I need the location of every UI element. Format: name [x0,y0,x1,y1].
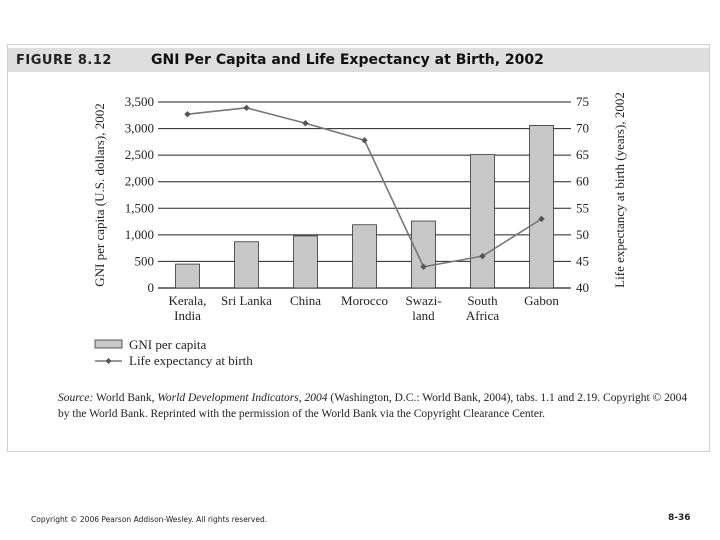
marker-life-expectancy [243,104,250,112]
source-text-1: World Bank, [93,392,158,404]
right-tick-label: 60 [576,174,589,189]
bar-gni [352,224,377,289]
page-number: 8-36 [668,513,691,523]
figure-header: FIGURE 8.12 GNI Per Capita and Life Expe… [8,48,709,72]
marker-life-expectancy [479,252,486,260]
right-tick-label: 70 [576,121,589,136]
left-tick-label: 1,500 [125,200,154,215]
bar-gni [175,263,200,289]
category-label: South [467,293,498,308]
bar-gni [529,124,554,289]
category-label: Swazi- [405,293,441,308]
right-tick-label: 55 [576,200,589,215]
bar-gni [234,241,259,289]
category-label: Sri Lanka [221,293,272,308]
right-tick-label: 45 [576,253,589,268]
bar-gni [293,235,318,289]
source-italic-title: World Development Indicators, 2004 [157,392,328,404]
figure-panel: FIGURE 8.12 GNI Per Capita and Life Expe… [7,44,710,452]
figure-title: GNI Per Capita and Life Expectancy at Bi… [151,52,544,68]
bar-layer [175,124,554,289]
left-tick-label: 2,000 [125,174,154,189]
axis-layer: 0 500 1,000 1,500 2,000 2,500 3,000 3,500 40 45 50… [92,92,627,323]
left-tick-label: 3,500 [125,94,154,109]
marker-life-expectancy [538,215,545,223]
left-axis-title: GNI per capita (U.S. dollars), 2002 [92,103,107,286]
legend-line-marker [105,358,112,364]
marker-life-expectancy [302,120,309,127]
left-tick-label: 500 [135,253,155,268]
legend-label-gni: GNI per capita [129,337,206,352]
chart: 0 500 1,000 1,500 2,000 2,500 3,000 3,500 40 45 50… [92,92,627,368]
legend-bar-swatch [94,339,123,349]
figure-label: FIGURE 8.12 [16,53,112,68]
line-layer [184,104,545,270]
category-label: land [412,308,435,323]
right-tick-label: 40 [576,280,589,295]
right-tick-label: 65 [576,147,589,162]
category-label: Gabon [524,293,559,308]
bar-gni [470,154,495,289]
left-tick-label: 1,000 [125,227,154,242]
right-tick-label: 50 [576,227,589,242]
legend-label-life: Life expectancy at birth [129,353,253,368]
category-label: Africa [466,308,499,323]
category-label: Morocco [341,293,388,308]
source-note: Source: World Bank, World Development In… [58,390,698,422]
source-prefix: Source: [58,392,94,404]
right-axis-title: Life expectancy at birth (years), 2002 [612,92,627,288]
left-tick-label: 2,500 [125,147,154,162]
category-label: Kerala, [169,293,207,308]
bar-gni [411,220,436,289]
right-tick-label: 75 [576,94,589,109]
marker-life-expectancy [184,111,191,118]
category-label: India [174,308,201,323]
marker-life-expectancy [361,137,368,144]
left-tick-label: 0 [148,280,155,295]
source-text-2: (Washington, D.C.: World Bank, 2004), ta… [58,392,688,420]
marker-life-expectancy [420,263,427,270]
left-tick-label: 3,000 [125,121,154,136]
grid-layer [158,101,571,289]
footer-copyright: Copyright © 2006 Pearson Addison-Wesley.… [31,515,268,524]
category-label: China [290,293,321,308]
